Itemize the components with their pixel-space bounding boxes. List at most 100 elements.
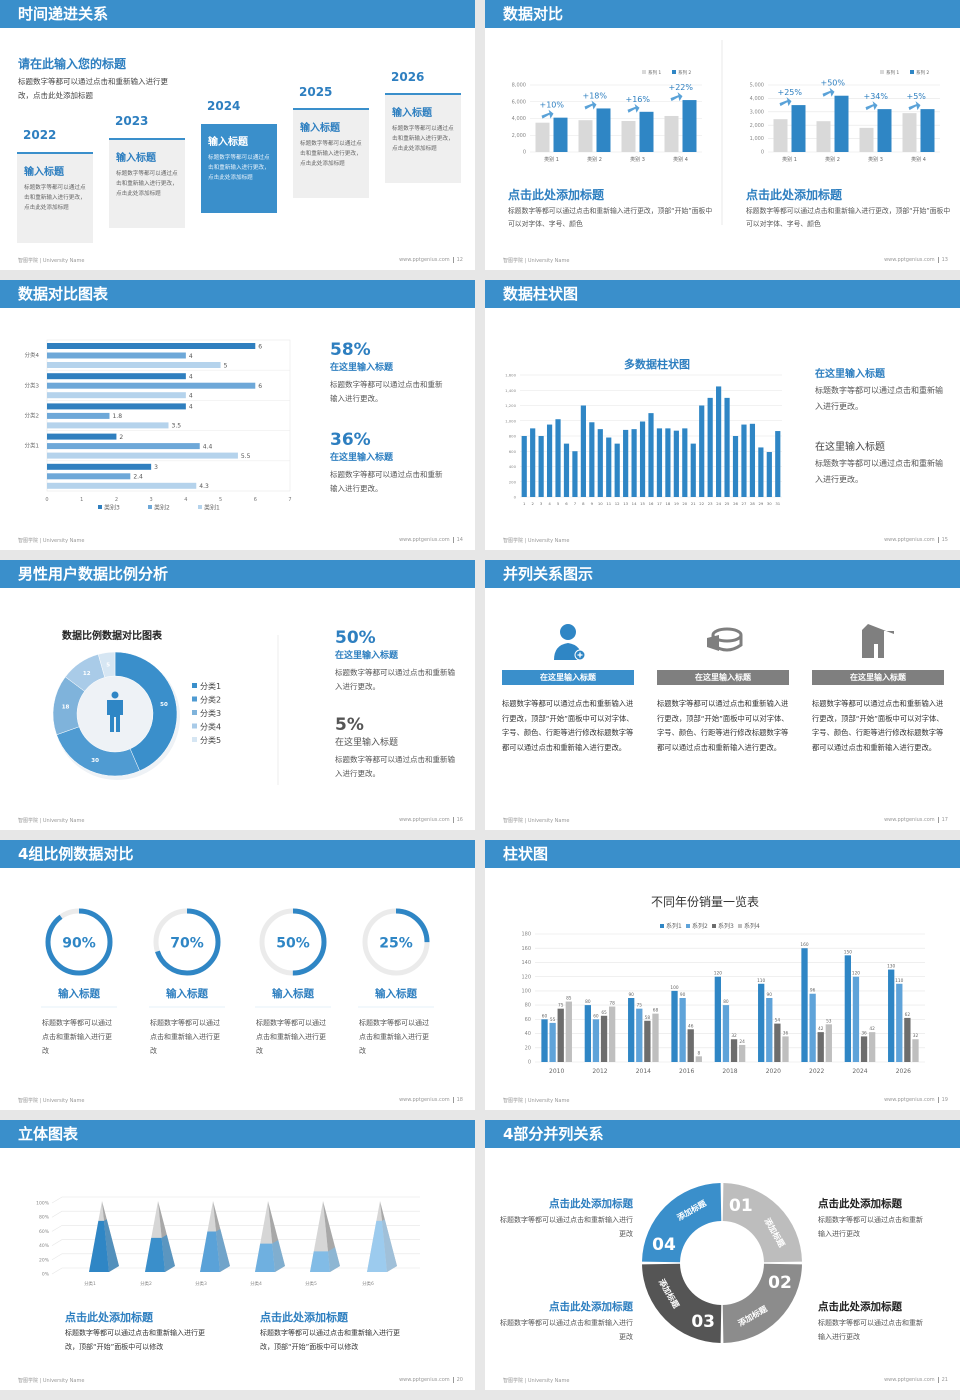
- y-tick-label: 140: [521, 960, 531, 966]
- column-banner[interactable]: 在这里输入标题: [812, 670, 944, 685]
- slide-8: 柱状图 智图学院 | University Name www.pptgenius.c…: [485, 840, 960, 1110]
- legend-swatch: [910, 70, 914, 74]
- footer-page: www.pptgenius.com 19: [884, 1097, 948, 1103]
- bar: [730, 1039, 738, 1062]
- timeline-card[interactable]: 输入标题 标题数字等都可以通过点击和重新输入进行更改，点击此处添加标题: [385, 95, 461, 183]
- card-title: 输入标题: [208, 137, 248, 148]
- slide-title: 数据柱状图: [485, 280, 960, 308]
- bar: [47, 403, 186, 410]
- bar: [902, 113, 917, 152]
- slice-label: 30: [91, 758, 99, 764]
- bar: [535, 122, 550, 152]
- data-label: 32: [913, 1033, 919, 1039]
- slice-label: 18: [62, 705, 70, 711]
- legend-swatch: [98, 505, 102, 509]
- card-text: 标题数字等都可以通过点击和重新输入进行更改，点击此处添加标题: [116, 171, 178, 197]
- footer-page: www.pptgenius.com 14: [399, 537, 463, 543]
- x-tick-label: 0: [45, 497, 48, 503]
- slide-title: 男性用户数据比例分析: [0, 560, 475, 588]
- stat-value: 36%: [330, 430, 371, 450]
- bar: [47, 352, 186, 359]
- bar: [817, 1032, 824, 1062]
- bar: [816, 121, 831, 152]
- footer-school: 智图学院 | University Name: [503, 1098, 570, 1104]
- y-tick-label: 120: [521, 974, 531, 980]
- page-number: 15: [937, 537, 948, 543]
- y-tick-label: 800: [509, 434, 517, 439]
- bar: [47, 382, 256, 389]
- legend-label: 分类4: [200, 722, 221, 732]
- icon-body: [107, 700, 123, 732]
- x-tick-label: 分类6: [362, 1280, 374, 1287]
- x-tick-label: 7: [574, 501, 577, 506]
- slide-3: 数据对比图表 智图学院 | University Name www.pptgeniu…: [0, 280, 475, 550]
- y-tick-label: 20: [525, 1045, 531, 1051]
- data-label: 60: [542, 1013, 548, 1019]
- legend-label: 系列1: [666, 922, 682, 930]
- timeline-card[interactable]: 输入标题 标题数字等都可以通过点击和重新输入进行更改，点击此处添加标题: [17, 154, 93, 243]
- footer-school: 智图学院 | University Name: [503, 1378, 570, 1384]
- column-banner[interactable]: 在这里输入标题: [657, 670, 789, 685]
- bar: [834, 95, 849, 152]
- x-tick-label: 18: [665, 501, 670, 506]
- bar: [636, 1008, 643, 1062]
- footer-page: www.pptgenius.com 15: [884, 537, 948, 543]
- x-tick-label: 12: [615, 501, 620, 506]
- x-tick-label: 类别 2: [587, 156, 602, 163]
- x-tick-label: 2026: [896, 1068, 911, 1075]
- bar: [682, 428, 688, 497]
- data-label: 85: [566, 996, 572, 1002]
- x-tick-label: 类别 1: [782, 156, 797, 163]
- data-label: 58: [645, 1015, 651, 1021]
- y-tick-label: 0: [514, 495, 517, 500]
- x-tick-label: 14: [632, 501, 637, 506]
- slide-title: 数据对比: [485, 0, 960, 28]
- data-label: 60: [593, 1013, 599, 1019]
- bar: [791, 105, 806, 152]
- bar: [699, 405, 705, 497]
- y-tick-label: 40%: [39, 1243, 50, 1249]
- bar: [782, 1036, 789, 1062]
- data-label: 8: [697, 1050, 700, 1056]
- footer-site: www.pptgenius.com: [884, 257, 935, 263]
- block-title: 点击此处添加标题: [549, 1301, 633, 1313]
- column-banner[interactable]: 在这里输入标题: [502, 670, 634, 685]
- bar: [896, 983, 903, 1062]
- timeline-card[interactable]: 输入标题 标题数字等都可以通过点击和重新输入进行更改，点击此处添加标题: [201, 124, 277, 213]
- panel-text: 标题数字等都可以通过点击和重新输入进行更改，顶部“开始”面板中可以对字体、字号、…: [508, 207, 713, 228]
- data-label: 3.5: [172, 423, 182, 430]
- ring-title: 输入标题: [375, 988, 417, 1000]
- card-text: 标题数字等都可以通过点击和重新输入进行更改，点击此处添加标题: [392, 126, 454, 152]
- bar: [648, 413, 654, 497]
- column-text: 标题数字等都可以通过点击和重新输入进行更改，顶部“开始”面板中可以对字体、字号、…: [657, 699, 789, 752]
- data-label: 4.4: [203, 443, 213, 450]
- y-tick-label: 5,000: [750, 83, 764, 89]
- ring-title: 输入标题: [166, 988, 208, 1000]
- bar: [47, 362, 221, 368]
- legend-swatch: [148, 505, 152, 509]
- pyramid-value-side: [327, 1247, 340, 1272]
- y-tick-label: 1,000: [505, 418, 516, 423]
- bar: [682, 100, 697, 152]
- y-tick-label: 0: [523, 150, 526, 156]
- slide-canvas: 不同年份销量一览表0204060801001201401601806055758…: [521, 894, 925, 1075]
- progress-value: 50%: [276, 936, 310, 952]
- x-tick-label: 类别 1: [544, 156, 559, 163]
- timeline-card[interactable]: 输入标题 标题数字等都可以通过点击和重新输入进行更改，点击此处添加标题: [293, 110, 369, 198]
- data-label: 42: [818, 1026, 824, 1032]
- bar: [546, 424, 553, 497]
- panel-text: 标题数字等都可以通过点击和重新输入进行更改，顶部“开始”面板中可以修改: [260, 1329, 400, 1351]
- slide-canvas: 0 2,000 4,000 6,000 8,000 类别 1 类别 2 类别 3 类别 4 系列 …: [512, 40, 940, 225]
- stat-title: 在这里输入标题: [330, 453, 394, 463]
- timeline-year: 2026: [391, 70, 425, 84]
- timeline-card[interactable]: 输入标题 标题数字等都可以通过点击和重新输入进行更改，点击此处添加标题: [109, 140, 185, 228]
- bar: [904, 1017, 911, 1062]
- data-label: 80: [585, 999, 591, 1005]
- timeline-year: 2022: [23, 128, 57, 142]
- slide-title: 时间递进关系: [0, 0, 475, 28]
- x-tick-label: 1: [80, 497, 83, 503]
- x-tick-label: 25: [725, 501, 730, 506]
- bar: [557, 1008, 564, 1062]
- y-tick-label: 80: [525, 1003, 531, 1009]
- data-label: 4: [189, 353, 193, 360]
